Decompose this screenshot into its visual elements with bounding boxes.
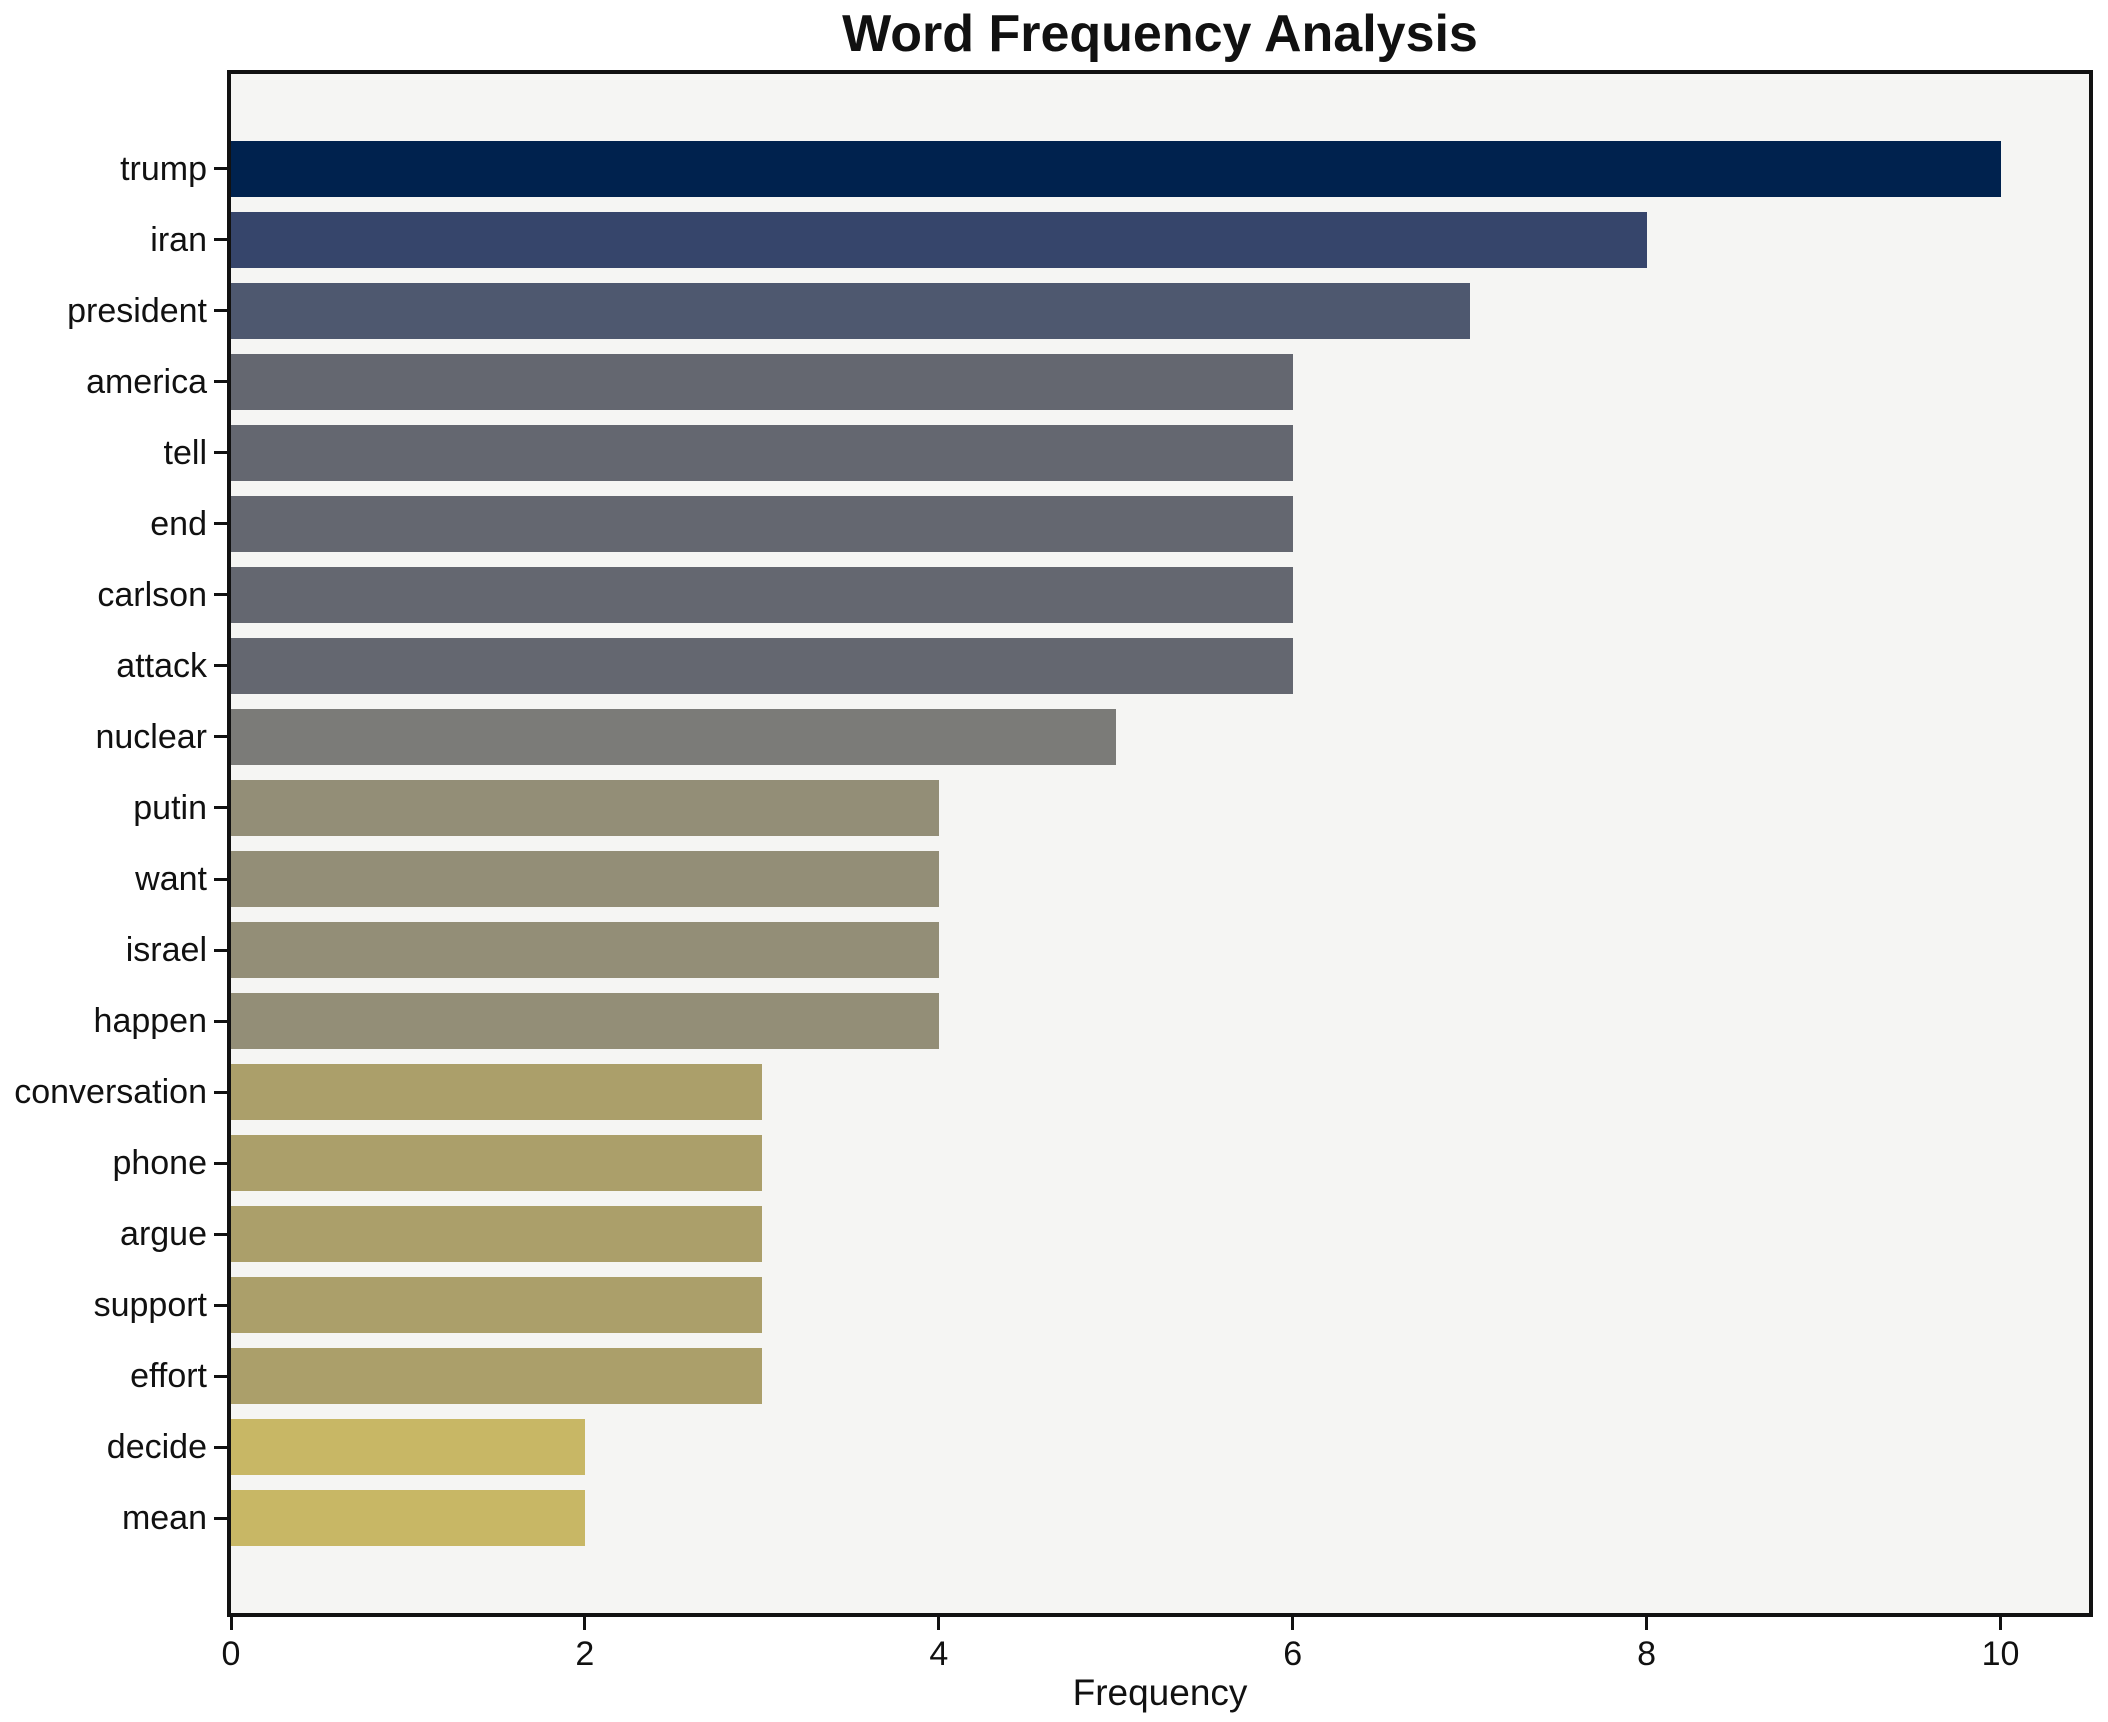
bar-putin bbox=[231, 779, 939, 836]
bar-israel bbox=[231, 922, 939, 979]
y-tick-label-america: america bbox=[86, 362, 207, 401]
bar-trump bbox=[231, 140, 2001, 197]
y-tick-label-happen: happen bbox=[93, 1002, 207, 1041]
bar-attack bbox=[231, 637, 1293, 694]
y-tick-iran bbox=[214, 238, 227, 242]
y-tick-label-support: support bbox=[93, 1286, 207, 1325]
bar-mean bbox=[231, 1490, 585, 1547]
bar-conversation bbox=[231, 1064, 762, 1121]
bar-argue bbox=[231, 1206, 762, 1263]
bar-happen bbox=[231, 993, 939, 1050]
x-tick-label-4: 4 bbox=[929, 1635, 949, 1673]
y-tick-want bbox=[214, 877, 227, 881]
bar-iran bbox=[231, 211, 1647, 268]
y-tick-carlson bbox=[214, 593, 227, 597]
y-tick-label-tell: tell bbox=[163, 433, 207, 472]
x-tick-8 bbox=[1645, 1617, 1649, 1630]
bar-carlson bbox=[231, 566, 1293, 623]
bar-effort bbox=[231, 1348, 762, 1405]
y-tick-label-decide: decide bbox=[106, 1428, 207, 1467]
y-tick-trump bbox=[214, 167, 227, 171]
y-tick-mean bbox=[214, 1516, 227, 1520]
x-tick-label-2: 2 bbox=[575, 1635, 595, 1673]
y-tick-label-israel: israel bbox=[125, 931, 207, 970]
y-tick-support bbox=[214, 1303, 227, 1307]
y-tick-label-end: end bbox=[150, 504, 207, 543]
bar-want bbox=[231, 851, 939, 908]
y-tick-label-carlson: carlson bbox=[97, 575, 207, 614]
x-tick-0 bbox=[229, 1617, 233, 1630]
y-tick-label-want: want bbox=[135, 860, 207, 899]
y-tick-label-argue: argue bbox=[120, 1215, 207, 1254]
x-tick-2 bbox=[583, 1617, 587, 1630]
y-tick-tell bbox=[214, 451, 227, 455]
bar-tell bbox=[231, 424, 1293, 481]
y-tick-attack bbox=[214, 664, 227, 668]
x-tick-label-10: 10 bbox=[1981, 1635, 2020, 1673]
y-tick-label-putin: putin bbox=[133, 788, 207, 827]
y-tick-label-effort: effort bbox=[130, 1357, 207, 1396]
y-tick-argue bbox=[214, 1232, 227, 1236]
bar-nuclear bbox=[231, 708, 1116, 765]
y-tick-label-mean: mean bbox=[121, 1499, 207, 1538]
x-tick-4 bbox=[937, 1617, 941, 1630]
y-tick-nuclear bbox=[214, 735, 227, 739]
y-tick-label-trump: trump bbox=[120, 149, 207, 188]
y-tick-end bbox=[214, 522, 227, 526]
y-tick-conversation bbox=[214, 1090, 227, 1094]
x-tick-label-8: 8 bbox=[1637, 1635, 1657, 1673]
bar-phone bbox=[231, 1135, 762, 1192]
y-tick-president bbox=[214, 309, 227, 313]
y-tick-israel bbox=[214, 948, 227, 952]
bar-america bbox=[231, 353, 1293, 410]
chart-title: Word Frequency Analysis bbox=[842, 5, 1478, 63]
y-tick-label-president: president bbox=[67, 291, 207, 330]
x-axis-label: Frequency bbox=[1072, 1672, 1248, 1713]
y-tick-effort bbox=[214, 1374, 227, 1378]
bar-president bbox=[231, 282, 1470, 339]
x-tick-label-6: 6 bbox=[1283, 1635, 1303, 1673]
bar-end bbox=[231, 495, 1293, 552]
bar-decide bbox=[231, 1419, 585, 1476]
y-tick-label-phone: phone bbox=[112, 1144, 207, 1183]
y-tick-happen bbox=[214, 1019, 227, 1023]
x-tick-10 bbox=[1999, 1617, 2003, 1630]
y-tick-label-iran: iran bbox=[150, 220, 207, 259]
x-tick-label-0: 0 bbox=[221, 1635, 241, 1673]
y-tick-label-conversation: conversation bbox=[14, 1073, 207, 1112]
y-tick-putin bbox=[214, 806, 227, 810]
y-tick-phone bbox=[214, 1161, 227, 1165]
y-tick-label-nuclear: nuclear bbox=[95, 717, 207, 756]
y-tick-label-attack: attack bbox=[116, 646, 207, 685]
bar-support bbox=[231, 1277, 762, 1334]
y-tick-decide bbox=[214, 1445, 227, 1449]
x-tick-6 bbox=[1291, 1617, 1295, 1630]
y-tick-america bbox=[214, 380, 227, 384]
